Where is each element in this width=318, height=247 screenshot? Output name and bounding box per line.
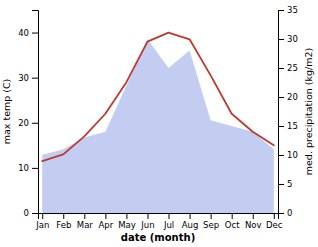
tick-mark [32,213,38,214]
tick-mark [190,213,191,219]
tick-label: May [118,220,136,230]
tick-label: 0 [287,208,292,218]
tick-mark [274,213,275,219]
tick-label: Feb [56,220,71,230]
axis-line [32,11,39,214]
tick-mark [105,213,106,219]
tick-mark [32,168,38,169]
tick-mark [278,155,284,156]
tick: Jan [35,213,49,230]
tick-label: Jul [163,220,174,230]
tick-mark [278,97,284,98]
tick-mark [32,33,38,34]
tick: 20 [278,92,298,102]
tick-mark [278,39,284,40]
line [42,33,274,162]
x-axis: Jan Feb Mar Apr May Jun Jul Aug Sep Oct Nov Dec [35,213,283,230]
tick-mark [278,184,284,185]
tick: 25 [278,63,298,73]
y2-axis: 0 5 10 15 20 25 30 35 [278,5,298,218]
tick: 30 [18,73,38,83]
tick-label: 20 [287,92,298,102]
tick-label: Nov [245,220,262,230]
y-axis-title: max temp (C) [1,79,12,145]
area [42,39,274,213]
tick: 0 [24,208,38,218]
tick: Mar [77,213,94,230]
tick: Sep [203,213,219,230]
axis-line [279,11,285,214]
marks [42,33,274,213]
tick-label: 5 [287,179,292,189]
tick-label: 15 [287,121,298,131]
tick-label: Jan [35,220,49,230]
tick-mark [253,213,254,219]
tick-label: 30 [18,73,29,83]
tick: May [118,213,136,230]
tick-mark [63,213,64,219]
tick: 10 [18,163,38,173]
tick: Jun [140,213,154,230]
tick: Apr [99,213,114,230]
x-axis-title: date (month) [121,232,195,243]
tick-label: 25 [287,63,298,73]
axis-line [39,214,279,220]
tick: 15 [278,121,298,131]
tick: 40 [18,28,38,38]
tick-mark [278,213,284,214]
tick: Nov [245,213,262,230]
tick-label: 40 [18,28,29,38]
tick: Dec [266,213,283,230]
tick: Jul [163,213,174,230]
tick-mark [232,213,233,219]
tick: Feb [56,213,71,230]
tick-label: 10 [18,163,29,173]
tick: 10 [278,150,298,160]
tick-label: 35 [287,5,298,15]
y2-axis-title: med. precipitation (kg/m2) [303,48,314,175]
tick-label: Sep [203,220,219,230]
tick-mark [42,213,43,219]
tick-label: 20 [18,118,29,128]
tick: 5 [278,179,292,189]
tick: 35 [278,5,298,15]
tick-mark [32,78,38,79]
plot: Jan Feb Mar Apr May Jun Jul Aug Sep Oct Nov Dec 0 10 2… [18,5,298,230]
tick-label: 30 [287,34,298,44]
tick-mark [126,213,127,219]
tick-label: Dec [266,220,283,230]
tick-mark [278,10,284,11]
tick-mark [169,213,170,219]
tick-mark [278,68,284,69]
tick-label: 10 [287,150,298,160]
tick: 20 [18,118,38,128]
tick-label: Mar [77,220,94,230]
tick: Aug [182,213,199,230]
tick-label: Aug [182,220,199,230]
tick-mark [147,213,148,219]
tick-label: Oct [225,220,240,230]
tick-mark [84,213,85,219]
tick-mark [278,126,284,127]
y-axis: 0 10 20 30 40 [18,11,38,219]
tick-mark [211,213,212,219]
tick: 30 [278,34,298,44]
chart: Jan Feb Mar Apr May Jun Jul Aug Sep Oct Nov Dec 0 10 2… [0,0,318,247]
tick-label: 0 [24,208,29,218]
tick: Oct [225,213,240,230]
tick-label: Jun [140,220,154,230]
tick: 0 [278,208,292,218]
tick-mark [32,123,38,124]
tick-label: Apr [99,220,114,230]
